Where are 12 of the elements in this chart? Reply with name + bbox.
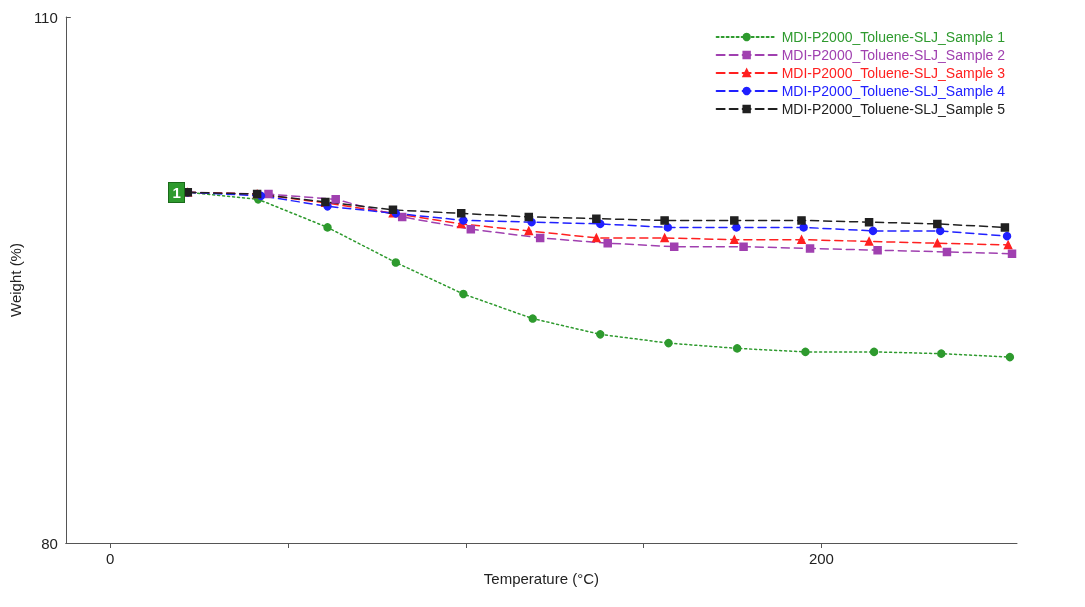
legend-label: MDI-P2000_Toluene-SLJ_Sample 1 — [781, 29, 1006, 45]
y-axis-title: Weight (%) — [7, 243, 24, 317]
y-tick-label: 80 — [41, 534, 58, 552]
legend-label: MDI-P2000_Toluene-SLJ_Sample 3 — [781, 65, 1006, 81]
legend-label: MDI-P2000_Toluene-SLJ_Sample 5 — [781, 101, 1006, 117]
legend-label: MDI-P2000_Toluene-SLJ_Sample 4 — [781, 83, 1006, 99]
annotation: 1 — [168, 182, 185, 204]
x-tick-label: 200 — [808, 550, 834, 567]
x-tick-label: 0 — [106, 550, 115, 567]
y-tick-label: 110 — [33, 8, 58, 26]
x-axis-title: Temperature (°C) — [483, 570, 600, 587]
legend-label: MDI-P2000_Toluene-SLJ_Sample 2 — [781, 47, 1006, 63]
